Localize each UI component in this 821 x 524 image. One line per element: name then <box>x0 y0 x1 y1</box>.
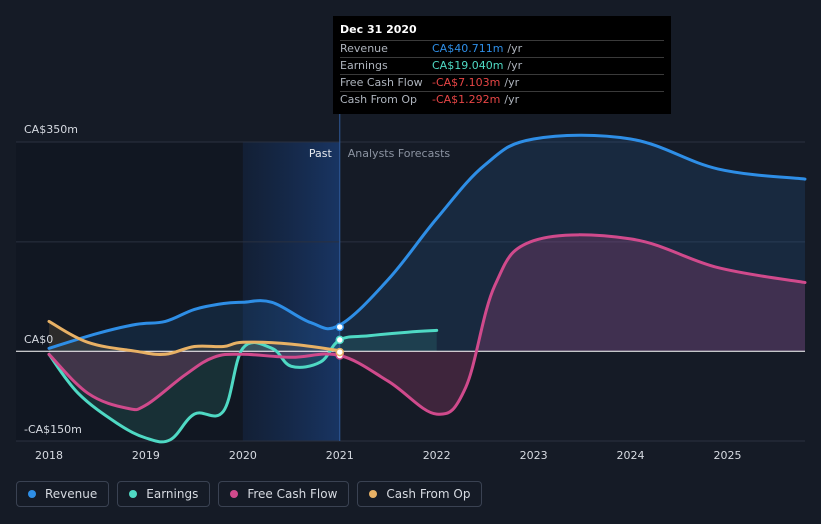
free-cash-flow-area <box>49 234 805 415</box>
revenue-marker <box>335 322 345 332</box>
legend-dot-icon <box>129 490 138 498</box>
tooltip-label: Earnings <box>340 59 388 72</box>
x-tick-label: 2024 <box>617 449 645 462</box>
y-tick-label: -CA$150m <box>24 423 82 436</box>
forecast-label: Analysts Forecasts <box>348 147 451 160</box>
chart-legend: Revenue Earnings Free Cash Flow Cash Fro… <box>16 481 483 507</box>
tooltip-unit: /yr <box>507 59 523 72</box>
tooltip-unit: /yr <box>504 93 520 106</box>
tooltip-label: Free Cash Flow <box>340 76 423 89</box>
tooltip-date: Dec 31 2020 <box>340 23 664 41</box>
legend-dot-icon <box>28 490 36 498</box>
earnings-marker <box>335 335 345 345</box>
tooltip-value: CA$40.711m <box>432 42 504 55</box>
earnings-area <box>49 330 437 442</box>
legend-label: Earnings <box>146 487 199 501</box>
tooltip-value: CA$19.040m <box>432 59 504 72</box>
legend-label: Free Cash Flow <box>247 487 338 501</box>
tooltip-row-earnings: Earnings CA$19.040m /yr <box>340 58 664 75</box>
highlight-range <box>242 142 340 441</box>
revenue-line <box>47 133 807 350</box>
x-tick-label: 2025 <box>713 449 741 462</box>
legend-item-earnings[interactable]: Earnings <box>117 481 211 507</box>
legend-item-cash-from-op[interactable]: Cash From Op <box>357 481 483 507</box>
tooltip-label: Revenue <box>340 42 388 55</box>
tooltip-row-cash-from-op: Cash From Op -CA$1.292m /yr <box>340 92 664 108</box>
tooltip-row-revenue: Revenue CA$40.711m /yr <box>340 41 664 58</box>
x-tick-label: 2018 <box>35 449 63 462</box>
earnings-line <box>47 328 439 444</box>
tooltip-value: -CA$1.292m <box>432 93 501 106</box>
y-tick-label: CA$350m <box>24 123 78 136</box>
tooltip-label: Cash From Op <box>340 93 418 106</box>
legend-dot-icon <box>369 490 378 498</box>
tooltip-unit: /yr <box>507 42 523 55</box>
legend-item-free-cash-flow[interactable]: Free Cash Flow <box>218 481 350 507</box>
legend-label: Revenue <box>45 487 98 501</box>
chart-tooltip: Dec 31 2020 Revenue CA$40.711m /yr Earni… <box>333 16 671 114</box>
y-tick-label: CA$0 <box>24 333 53 346</box>
tooltip-value: -CA$7.103m <box>432 76 501 89</box>
legend-label: Cash From Op <box>386 487 471 501</box>
x-tick-label: 2023 <box>520 449 548 462</box>
revenue-area <box>49 135 805 352</box>
tooltip-unit: /yr <box>504 76 520 89</box>
past-label: Past <box>309 147 333 160</box>
x-tick-label: 2020 <box>229 449 257 462</box>
x-tick-label: 2021 <box>326 449 354 462</box>
legend-dot-icon <box>230 490 239 498</box>
legend-item-revenue[interactable]: Revenue <box>16 481 110 507</box>
tooltip-row-free-cash-flow: Free Cash Flow -CA$7.103m /yr <box>340 75 664 92</box>
cash-from-op-line <box>47 319 342 357</box>
x-tick-label: 2022 <box>423 449 451 462</box>
cash-from-op-marker <box>335 347 345 357</box>
free-cash-flow-line <box>47 233 807 416</box>
x-tick-label: 2019 <box>132 449 160 462</box>
